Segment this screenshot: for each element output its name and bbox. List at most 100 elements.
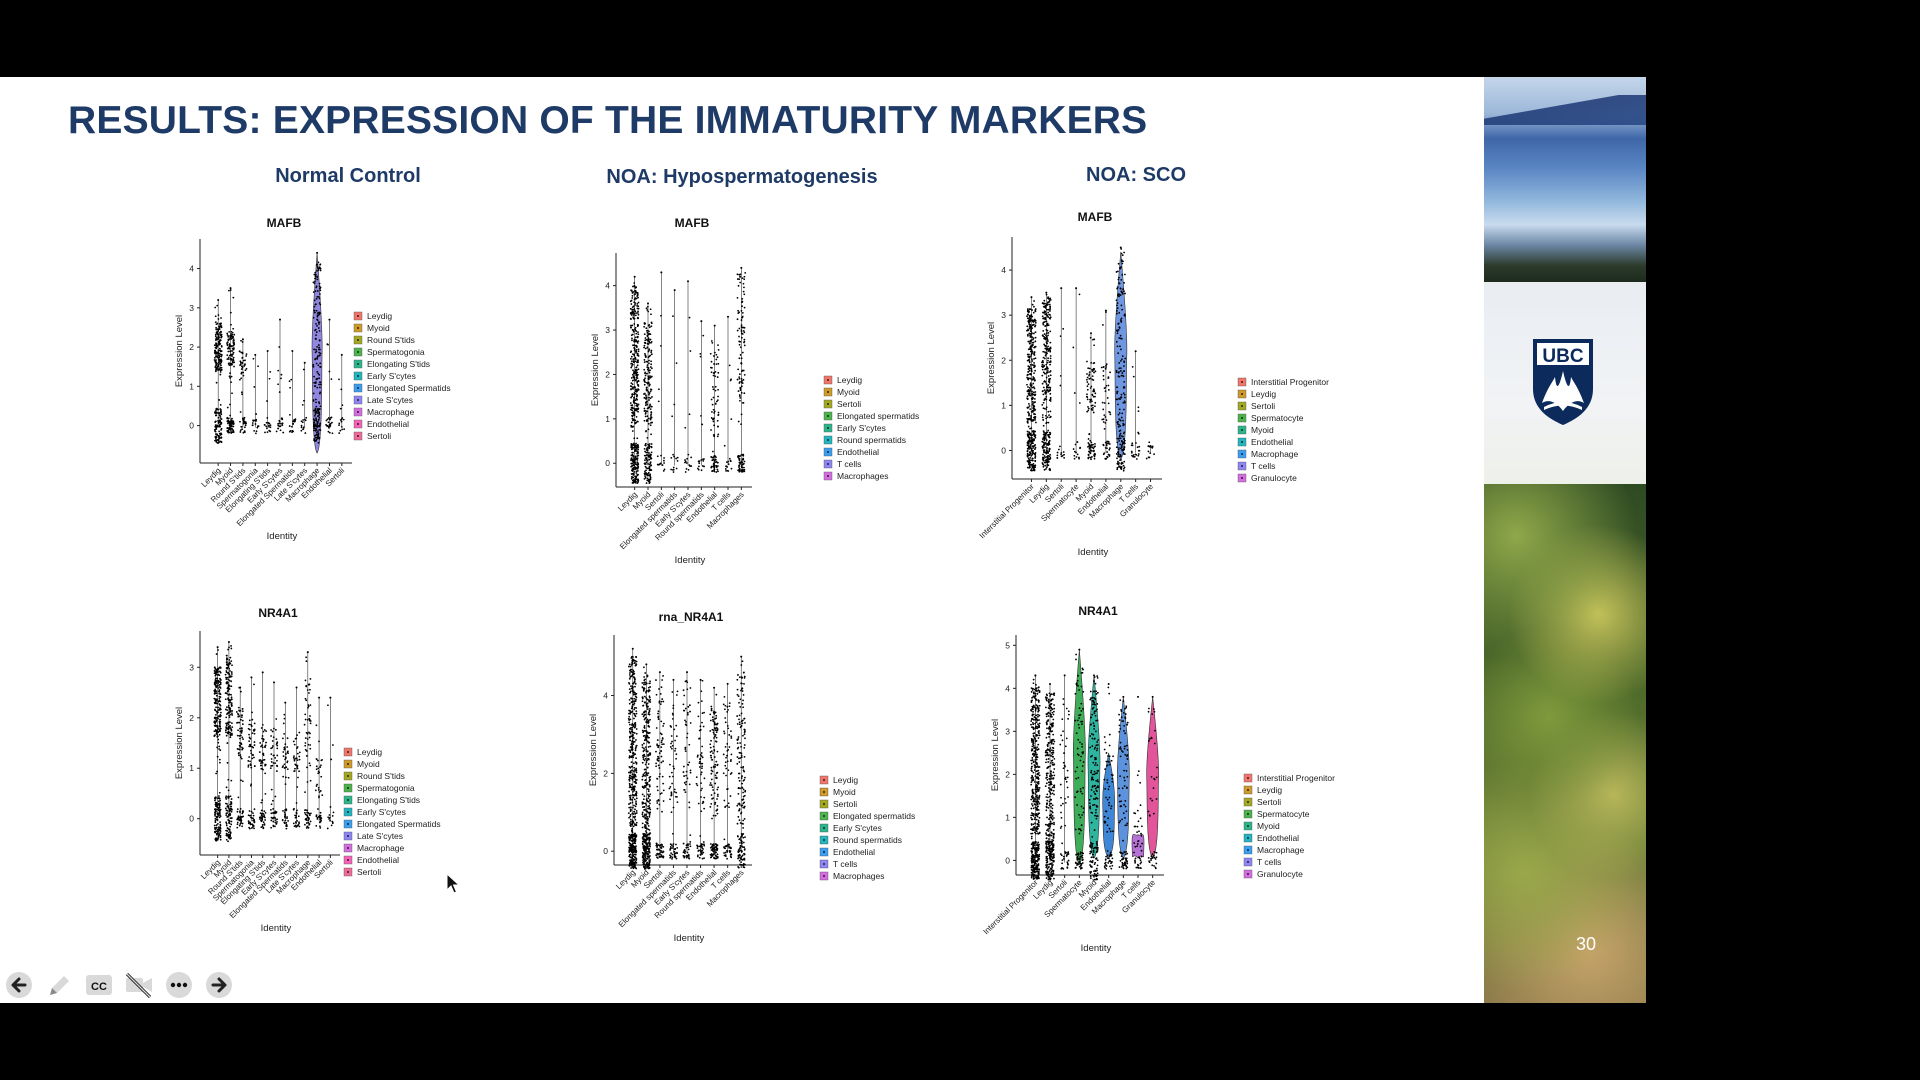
data-point (305, 416, 308, 419)
data-point (675, 735, 678, 738)
data-point (700, 320, 703, 323)
data-point (634, 446, 636, 449)
data-point (631, 749, 633, 751)
legend-swatch-dot (347, 763, 349, 765)
data-point (249, 821, 251, 824)
data-point (635, 390, 637, 392)
data-point (631, 647, 634, 650)
data-point (225, 834, 228, 837)
data-point (703, 843, 705, 846)
data-point (305, 656, 308, 659)
data-point (309, 744, 312, 746)
data-point (688, 413, 691, 416)
data-point (716, 419, 719, 422)
data-point (238, 748, 240, 751)
data-point (215, 362, 217, 364)
data-point (657, 799, 660, 801)
data-point (232, 358, 234, 361)
data-point (317, 433, 320, 436)
data-point (227, 648, 230, 651)
data-point (634, 695, 637, 698)
data-point (312, 291, 315, 293)
data-point (304, 742, 307, 744)
data-point (315, 815, 318, 818)
data-point (710, 794, 713, 796)
data-point (631, 465, 634, 467)
data-point (651, 396, 653, 398)
data-point (215, 326, 218, 329)
data-point (330, 758, 333, 761)
data-point (637, 296, 639, 299)
data-point (217, 700, 220, 703)
data-point (218, 692, 221, 695)
data-point (295, 802, 298, 804)
data-point (648, 840, 651, 842)
data-point (314, 271, 317, 274)
legend-entry: Macrophage (357, 843, 405, 853)
data-point (214, 321, 217, 324)
data-point (645, 689, 648, 692)
data-point (219, 667, 222, 669)
y-tick-label: 4 (605, 281, 610, 291)
data-point (703, 711, 705, 714)
data-point (317, 786, 320, 789)
data-point (226, 358, 229, 360)
data-point (644, 816, 647, 819)
data-point (647, 711, 650, 714)
data-point (250, 810, 253, 813)
data-point (229, 662, 232, 665)
slide-title: RESULTS: EXPRESSION OF THE IMMATURITY MA… (68, 99, 1148, 142)
data-point (710, 417, 713, 419)
data-point (319, 303, 322, 306)
data-point (253, 818, 256, 821)
data-point (738, 467, 741, 470)
data-point (219, 421, 222, 423)
data-point (315, 768, 318, 771)
data-point (309, 812, 312, 815)
data-point (701, 423, 704, 426)
data-point (646, 821, 649, 824)
data-point (216, 822, 219, 825)
data-point (216, 712, 219, 714)
data-point (674, 747, 677, 750)
data-point (740, 385, 743, 388)
data-point (264, 744, 267, 747)
data-point (648, 806, 651, 809)
data-point (738, 459, 741, 462)
data-point (241, 746, 243, 749)
data-point (713, 351, 716, 354)
data-point (643, 727, 646, 729)
data-point (286, 746, 289, 748)
data-point (282, 751, 285, 753)
data-point (676, 456, 679, 459)
data-point (712, 420, 715, 423)
data-point (318, 321, 321, 324)
data-point (308, 762, 311, 765)
data-point (241, 810, 244, 813)
data-point (650, 451, 653, 454)
data-point (741, 301, 743, 304)
data-point (696, 467, 699, 470)
data-point (673, 403, 676, 406)
data-point (241, 393, 243, 396)
data-point (634, 818, 637, 821)
data-point (218, 412, 221, 415)
data-point (244, 363, 246, 366)
data-point (229, 336, 232, 339)
data-point (315, 334, 317, 337)
violin-endothelial (709, 686, 719, 860)
data-point (213, 717, 216, 719)
data-point (628, 681, 630, 684)
data-point (647, 797, 650, 800)
data-point (229, 736, 232, 739)
data-point (641, 851, 644, 854)
data-point (635, 416, 638, 418)
data-point (305, 684, 308, 687)
data-point (343, 428, 346, 431)
data-point (272, 808, 275, 810)
data-point (341, 404, 344, 407)
data-point (634, 775, 637, 778)
data-point (318, 381, 321, 384)
data-point (219, 749, 222, 752)
data-point (633, 323, 636, 325)
